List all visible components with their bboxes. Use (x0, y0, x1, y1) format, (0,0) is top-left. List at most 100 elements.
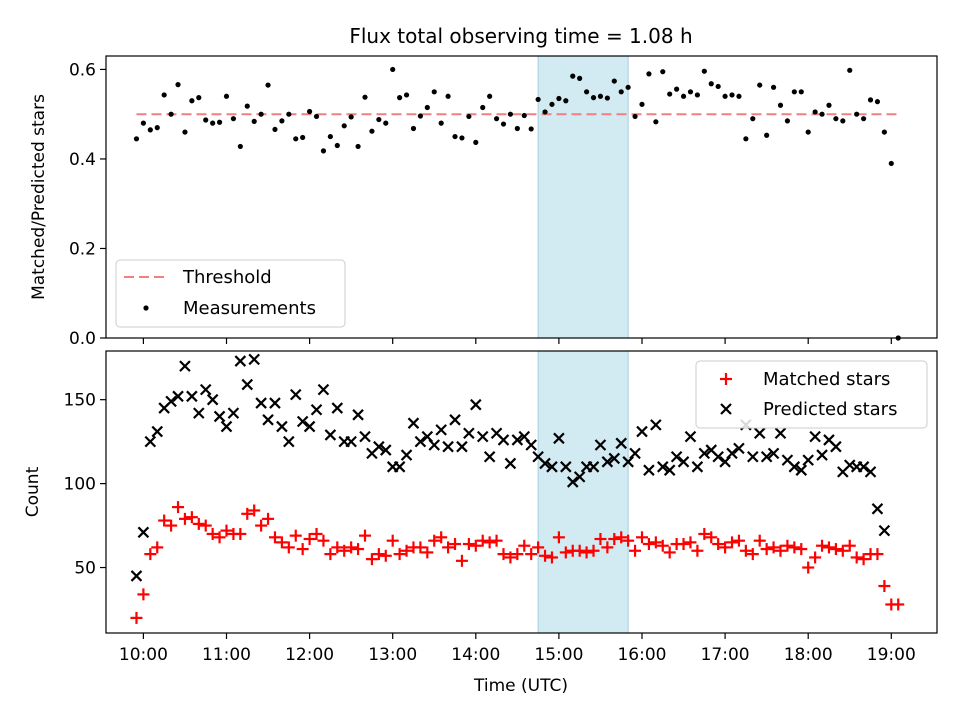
measurement-point (410, 125, 417, 132)
matched-star-point (677, 538, 690, 551)
predicted-star-point (199, 383, 212, 396)
legend-predicted-label: Predicted stars (763, 399, 897, 420)
matched-star-point (234, 527, 247, 540)
predicted-star-point (553, 432, 565, 445)
matched-star-point (587, 544, 600, 557)
matched-star-point (178, 512, 191, 525)
measurement-point (369, 128, 375, 134)
measurement-point (210, 120, 216, 126)
measurement-point (577, 75, 583, 81)
predicted-star-point (760, 450, 773, 463)
predicted-star-point (449, 414, 461, 426)
top-x-ticks (142, 338, 892, 344)
measurement-point (147, 127, 153, 133)
measurement-point (833, 116, 839, 122)
predicted-star-point (262, 414, 274, 426)
matched-star-point (573, 544, 586, 557)
y-tick-label: 0.4 (69, 150, 96, 170)
matched-star-point (504, 551, 517, 564)
matched-star-point (345, 541, 358, 554)
predicted-star-point (296, 415, 309, 428)
matched-star-point (497, 548, 510, 561)
measurement-point (286, 111, 292, 117)
measurement-point (729, 92, 735, 98)
predicted-star-point (663, 464, 676, 476)
top-legend: Threshold Measurements (115, 259, 346, 328)
measurement-point (348, 114, 354, 120)
matched-star-point (241, 507, 254, 520)
measurement-point (480, 104, 486, 111)
matched-star-point (289, 529, 302, 542)
matched-star-point (462, 538, 475, 551)
measurement-point (500, 121, 507, 127)
predicted-star-point (331, 402, 344, 414)
x-tick-label: 15:00 (534, 645, 583, 665)
predicted-star-point (795, 464, 808, 476)
bottom-x-ticks: 10:00 11:00 12:00 13:00 14:00 15:00 16:00 17:00… (119, 633, 916, 665)
predicted-star-point (220, 420, 233, 433)
predicted-star-point (130, 570, 143, 582)
x-tick-label: 14:00 (451, 645, 500, 665)
predicted-star-point (809, 430, 821, 443)
predicted-star-point (712, 450, 724, 463)
measurement-point (639, 101, 645, 107)
matched-star-point (275, 536, 288, 549)
measurement-point (473, 139, 479, 145)
measurement-point (313, 113, 320, 120)
matched-star-point (608, 533, 621, 545)
predicted-star-point (165, 395, 177, 408)
matched-star-point (476, 534, 489, 547)
measurement-point (660, 69, 666, 75)
matched-star-point (518, 539, 531, 552)
predicted-star-point (546, 461, 558, 473)
predicted-star-point (594, 439, 607, 451)
measurement-points (133, 66, 901, 341)
matched-star-point (726, 536, 739, 549)
predicted-star-point (248, 353, 260, 366)
measurement-point (140, 120, 146, 126)
measurement-point (258, 111, 264, 117)
measurement-point (161, 92, 167, 98)
measurement-point (376, 116, 382, 123)
predicted-star-point (137, 526, 150, 539)
matched-star-point (774, 544, 787, 557)
bottom-y-axis-label: Count (23, 466, 43, 517)
matched-star-point (511, 548, 524, 561)
measurement-point (674, 86, 680, 92)
x-tick-label: 18:00 (784, 645, 833, 665)
matched-star-point (739, 544, 752, 557)
matched-star-point (712, 538, 725, 551)
matched-star-point (788, 541, 801, 554)
predicted-star-point (525, 439, 537, 451)
predicted-star-point (615, 437, 627, 450)
matched-star-point (296, 543, 309, 556)
matched-star-point (753, 534, 766, 547)
matched-star-point (199, 519, 212, 532)
predicted-star-point (283, 435, 295, 448)
matched-star-point (767, 541, 780, 554)
predicted-star-point (871, 503, 884, 515)
predicted-star-point (303, 420, 316, 433)
measurement-point (306, 108, 313, 115)
legend-threshold-label: Threshold (182, 267, 272, 288)
measurement-point (341, 123, 347, 129)
measurement-point (764, 132, 770, 138)
measurement-point (625, 84, 631, 90)
matched-star-point (816, 539, 829, 552)
predicted-star-point (774, 427, 787, 440)
predicted-star-point (726, 447, 738, 460)
matched-star-point (719, 541, 732, 554)
matched-star-point (649, 536, 662, 549)
measurement-point (521, 112, 527, 119)
predicted-star-point (359, 430, 371, 443)
predicted-star-point (802, 454, 814, 466)
predicted-star-point (400, 449, 413, 461)
predicted-star-point (753, 427, 766, 440)
x-tick-label: 19:00 (867, 645, 916, 665)
measurement-point (805, 129, 811, 135)
matched-star-point (760, 543, 773, 556)
measurement-point (715, 83, 721, 90)
measurement-point (611, 78, 617, 84)
measurement-point (327, 133, 333, 140)
predicted-star-point (442, 440, 454, 453)
